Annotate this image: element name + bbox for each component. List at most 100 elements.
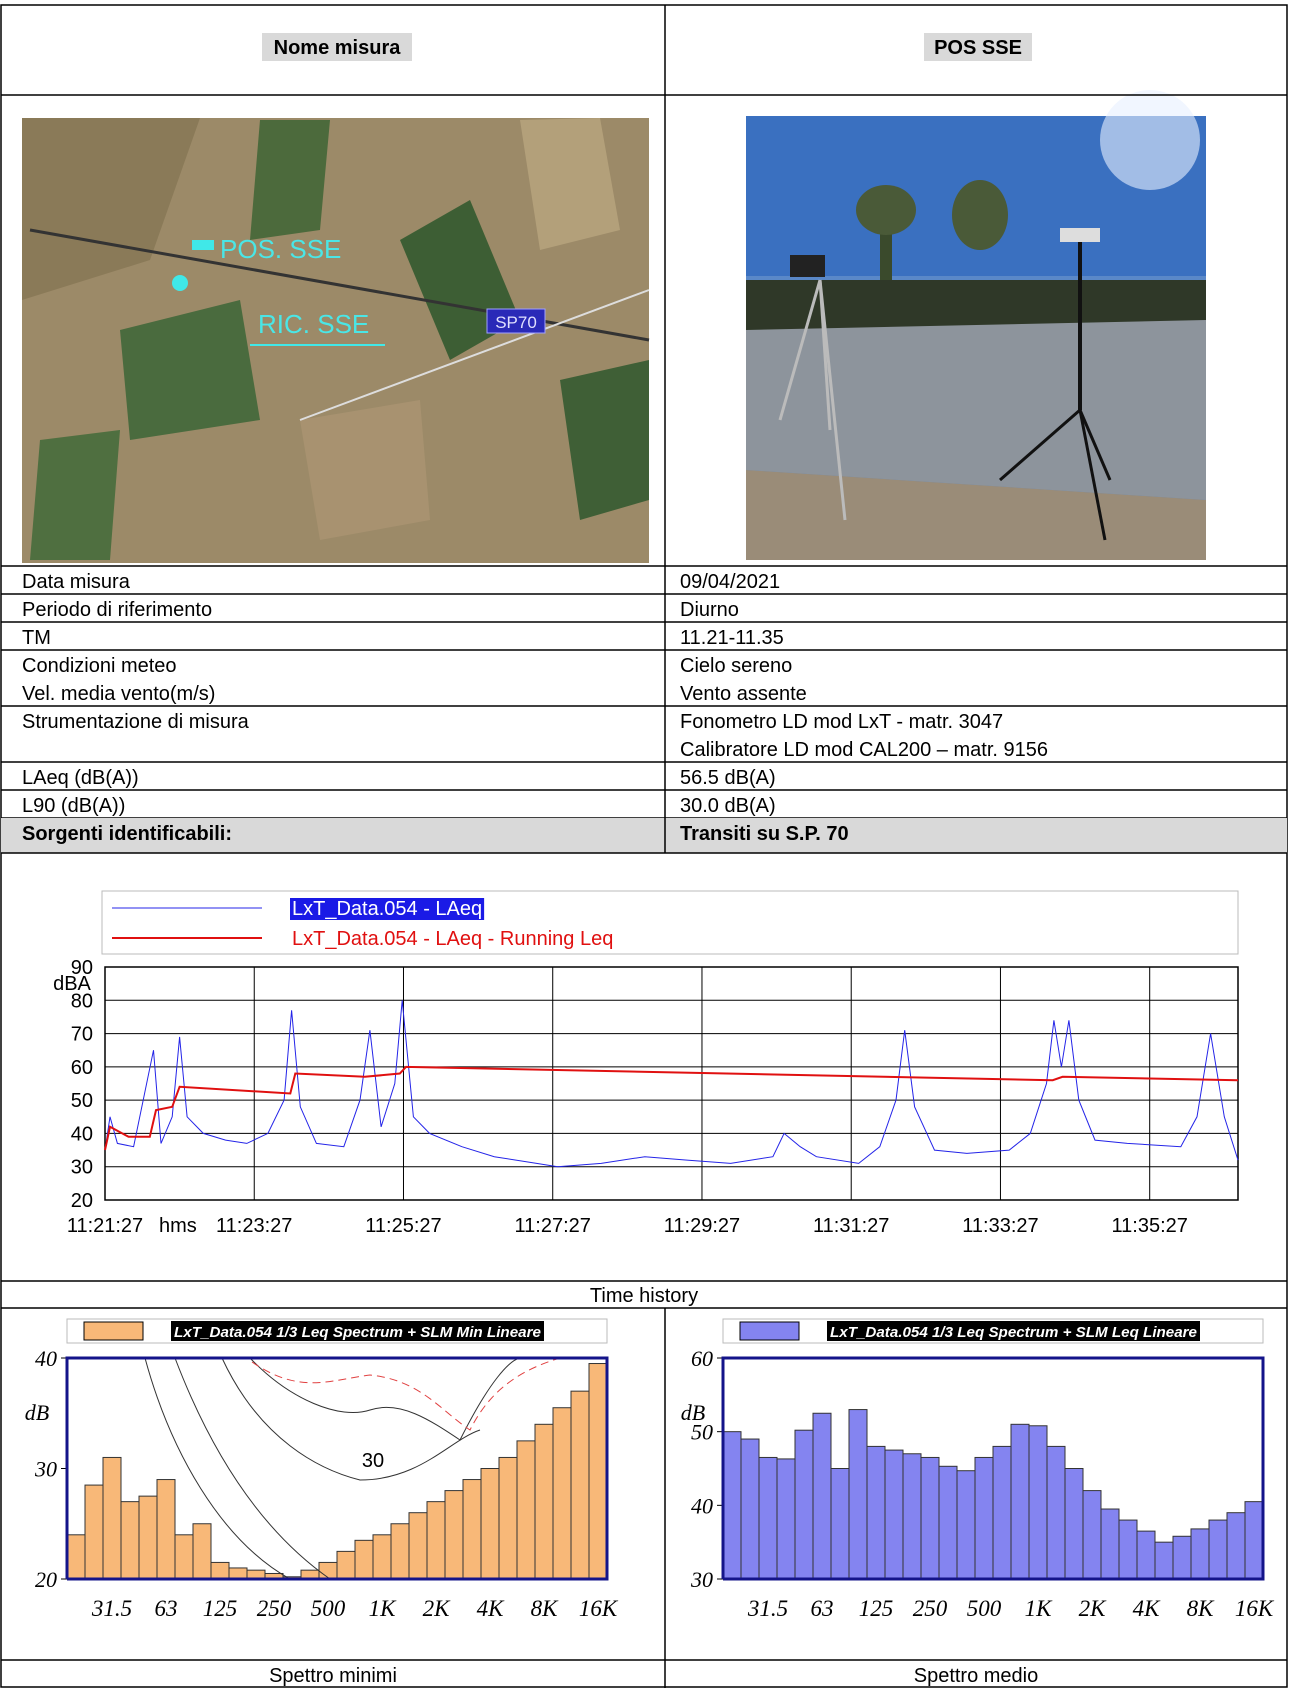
- bar: [722, 1431, 742, 1580]
- bar: [210, 1561, 230, 1580]
- x-tick-label: 8K: [1187, 1596, 1216, 1621]
- legend-box: [101, 890, 1239, 955]
- bar: [192, 1523, 212, 1580]
- y-tick-label: 80: [71, 990, 93, 1012]
- row-label: L90 (dB(A)): [22, 795, 125, 817]
- x-tick-label: 500: [311, 1596, 346, 1621]
- y-tick-label: 90: [71, 957, 93, 979]
- map-label: SP70: [495, 313, 537, 332]
- bar: [408, 1512, 428, 1580]
- bar: [1190, 1528, 1210, 1580]
- row-value: Transiti su S.P. 70: [680, 823, 849, 845]
- bar: [884, 1449, 904, 1580]
- y-axis-label: dB: [681, 1400, 705, 1425]
- map-label: RIC. SSE: [258, 309, 369, 339]
- annotation: 30: [362, 1450, 384, 1472]
- bar: [1100, 1508, 1120, 1580]
- y-axis-label: dB: [25, 1400, 49, 1425]
- bar: [426, 1501, 446, 1580]
- x-tick-label: 63: [811, 1596, 834, 1621]
- bar: [956, 1470, 976, 1580]
- chart-title: Spettro minimi: [269, 1665, 397, 1687]
- bar: [1082, 1490, 1102, 1580]
- row-label: Strumentazione di misura: [22, 711, 250, 733]
- map-label: POS. SSE: [220, 234, 341, 264]
- y-tick-label: 40: [35, 1346, 57, 1371]
- bar: [920, 1456, 940, 1580]
- chart-title: Spettro medio: [914, 1665, 1039, 1687]
- legend-label: LxT_Data.054 - LAeq: [292, 898, 482, 920]
- bar: [462, 1479, 482, 1580]
- row-value: Diurno: [680, 599, 739, 621]
- bar: [794, 1429, 814, 1580]
- row-value: Fonometro LD mod LxT - matr. 3047: [680, 711, 1003, 733]
- y-tick-label: 30: [71, 1157, 93, 1179]
- row-value: 11.21-11.35: [680, 627, 784, 649]
- map-image: [22, 118, 650, 563]
- bar: [390, 1523, 410, 1580]
- bar: [66, 1534, 86, 1580]
- legend-swatch: [739, 1321, 800, 1341]
- x-tick-label: 31.5: [91, 1596, 132, 1621]
- bar: [848, 1409, 868, 1580]
- bar: [156, 1479, 176, 1580]
- y-tick-label: 40: [691, 1493, 713, 1518]
- header-highlight: [262, 33, 412, 61]
- y-axis-label: dBA: [53, 973, 91, 995]
- bar: [372, 1534, 392, 1580]
- legend-label-bg: [827, 1321, 1200, 1341]
- x-tick-label: 11:27:27: [515, 1215, 591, 1237]
- row-label: Periodo di riferimento: [22, 599, 212, 621]
- plot-area: [104, 966, 1239, 1201]
- y-tick-label: 40: [71, 1123, 93, 1145]
- bar: [1010, 1423, 1030, 1580]
- header-highlight: [924, 33, 1032, 61]
- bar: [1208, 1519, 1228, 1580]
- bar: [1118, 1519, 1138, 1580]
- bar: [866, 1445, 886, 1580]
- bar: [354, 1539, 374, 1580]
- bar: [336, 1550, 356, 1580]
- x-tick-label: 11:23:27: [216, 1215, 292, 1237]
- bar: [740, 1438, 760, 1580]
- bar: [228, 1567, 248, 1580]
- bar: [938, 1465, 958, 1580]
- x-tick-label: 1K: [369, 1596, 398, 1621]
- x-tick-label: 16K: [1235, 1596, 1275, 1621]
- bar: [1244, 1501, 1264, 1580]
- y-tick-label: 50: [71, 1090, 93, 1112]
- bar: [1154, 1541, 1174, 1580]
- bar: [1064, 1468, 1084, 1580]
- bar: [992, 1445, 1012, 1580]
- y-tick-label: 20: [71, 1190, 93, 1212]
- x-tick-label: 31.5: [747, 1596, 788, 1621]
- row-label: Sorgenti identificabili:: [22, 823, 232, 845]
- row-label: Data misura: [22, 571, 131, 593]
- bar: [570, 1390, 590, 1580]
- plot-frame: [721, 1356, 1265, 1581]
- legend-label: LxT_Data.054 - LAeq - Running Leq: [292, 928, 613, 950]
- bar: [830, 1468, 850, 1580]
- bar: [588, 1363, 608, 1580]
- row-value: 09/04/2021: [680, 571, 780, 593]
- bar: [174, 1534, 194, 1580]
- row-label: Condizioni meteo: [22, 655, 177, 677]
- y-tick-label: 60: [691, 1346, 713, 1371]
- bar: [120, 1501, 140, 1580]
- bar: [1046, 1445, 1066, 1580]
- row-label: LAeq (dB(A)): [22, 767, 139, 789]
- bar: [138, 1495, 158, 1580]
- bar: [812, 1412, 832, 1580]
- y-tick-label: 30: [34, 1457, 57, 1482]
- x-axis-unit: hms: [159, 1215, 197, 1237]
- bar: [534, 1423, 554, 1580]
- x-tick-label: 4K: [477, 1596, 506, 1621]
- x-tick-label: 11:29:27: [664, 1215, 740, 1237]
- bar: [776, 1458, 796, 1580]
- x-tick-label: 11:33:27: [962, 1215, 1038, 1237]
- row-value: Cielo sereno: [680, 655, 792, 677]
- y-tick-label: 50: [691, 1420, 713, 1445]
- x-tick-label: 4K: [1133, 1596, 1162, 1621]
